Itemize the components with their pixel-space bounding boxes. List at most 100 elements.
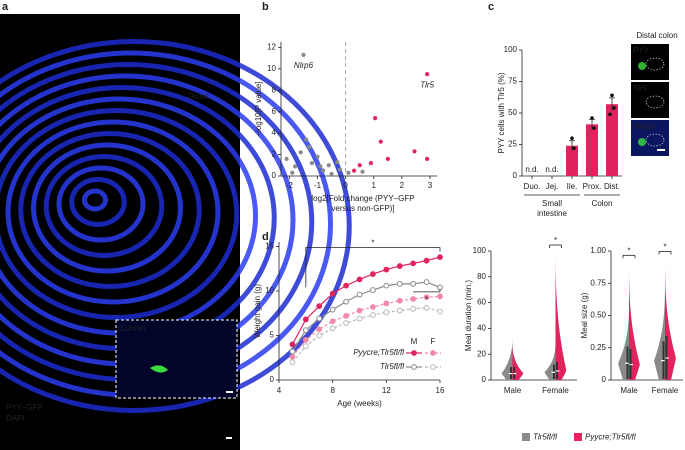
bar: [586, 124, 598, 176]
y-tick-label: 10: [267, 64, 276, 73]
violin-half: [501, 334, 513, 380]
point: [309, 161, 315, 166]
series-point: [423, 279, 430, 285]
point: [321, 168, 326, 173]
violin-half: [629, 264, 640, 380]
x-tick-label: Female: [542, 386, 569, 395]
channel-label: Tlr5: [633, 84, 647, 93]
x-tick-label: Ile.: [567, 182, 578, 191]
x-tick-label: 0: [343, 181, 348, 190]
series-point: [289, 348, 296, 355]
x-tick-label: 1: [372, 181, 377, 190]
violin-half: [654, 283, 665, 380]
y-tick-label: 0: [482, 375, 487, 384]
significance-star: *: [663, 243, 666, 252]
series-point: [410, 260, 417, 267]
series-point: [289, 353, 296, 360]
point: [378, 139, 383, 144]
y-tick-label: 60: [477, 298, 486, 307]
y-tick-label: 1.00: [590, 246, 606, 255]
legend-label: Tlr5fl/fl: [533, 433, 557, 442]
group-label: intestine: [537, 209, 567, 218]
point: [360, 169, 365, 174]
tissue-ring: [5, 119, 221, 305]
y-tick-label: 0: [272, 171, 277, 180]
series-point: [370, 312, 376, 318]
tissue-ring: [43, 154, 165, 258]
significance-star: *: [425, 295, 428, 304]
y-tick-label: 0: [270, 375, 275, 384]
point: [329, 171, 334, 176]
series-point: [370, 287, 376, 293]
x-tick-label: Duo.: [524, 182, 541, 191]
x-tick-label: 12: [382, 386, 391, 395]
series-point: [343, 298, 349, 305]
series-point: [329, 325, 336, 332]
point: [304, 137, 309, 142]
point: [368, 161, 374, 166]
y-tick-label: 15: [265, 242, 274, 251]
point: [315, 154, 320, 159]
cell-outline: [645, 95, 665, 109]
x-axis-label: versus non-GFP)]: [331, 204, 394, 213]
inset: [115, 319, 238, 399]
x-tick-label: 3: [428, 181, 433, 190]
series-point: [410, 305, 417, 312]
significance-star: *: [554, 236, 557, 245]
series-point: [396, 280, 403, 287]
value-label: n.d.: [545, 165, 558, 174]
series-point: [356, 291, 363, 298]
series-point: [302, 343, 309, 350]
y-tick-label: 25: [508, 140, 517, 149]
series-point: [329, 290, 336, 297]
series-point: [356, 307, 363, 314]
legend-label: Pyycre;Tlr5fl/fl: [353, 348, 404, 357]
point: [357, 163, 362, 168]
series-point: [302, 327, 309, 334]
series-point: [356, 315, 363, 322]
series-point: [289, 359, 296, 366]
tissue-ring: [56, 165, 146, 243]
x-tick-label: Male: [620, 386, 638, 395]
series-point: [370, 304, 376, 310]
group-label: Small: [542, 199, 562, 208]
y-axis-label: PYY cells with Tlr5 (%): [497, 72, 506, 153]
x-tick-label: Male: [504, 386, 522, 395]
y-tick-label: 50: [508, 108, 517, 117]
y-tick-label: 100: [473, 246, 487, 255]
series-point: [316, 315, 323, 322]
y-tick-label: 100: [504, 45, 518, 54]
series-point: [383, 309, 390, 316]
series-point: [302, 316, 309, 323]
y-tick-label: 12: [267, 42, 276, 51]
series-point: [316, 326, 323, 333]
data-point: [610, 93, 614, 98]
x-tick-label: 16: [436, 386, 445, 395]
violin-half: [544, 341, 556, 380]
stain-label: PYY–GFP: [6, 403, 43, 412]
y-axis-label: Meal duration (min.): [464, 280, 473, 351]
series-point: [423, 294, 430, 301]
y-tick-label: 8: [272, 85, 277, 94]
x-tick-label: -2: [286, 181, 294, 190]
cell-signal: [638, 62, 646, 70]
series-point: [329, 306, 336, 313]
point-label: Tlr5: [420, 80, 434, 89]
x-tick-label: 2: [400, 181, 405, 190]
violin-half: [665, 257, 676, 380]
data-point: [572, 146, 576, 151]
stain-label: DAPI: [6, 414, 25, 423]
y-tick-label: 2: [272, 150, 277, 159]
violin-half: [618, 302, 629, 380]
data-point: [612, 106, 616, 110]
channel-label: PYY: [633, 46, 650, 55]
series-point: [423, 257, 430, 264]
legend-label: Tlr5fl/fl: [380, 362, 404, 371]
channel-image: [631, 44, 669, 80]
region-label: Distal: [188, 92, 208, 101]
legend-marker: [430, 364, 436, 370]
data-point: [608, 112, 612, 117]
tissue-ring: [82, 188, 108, 212]
data-point: [592, 126, 596, 130]
point: [326, 163, 331, 168]
